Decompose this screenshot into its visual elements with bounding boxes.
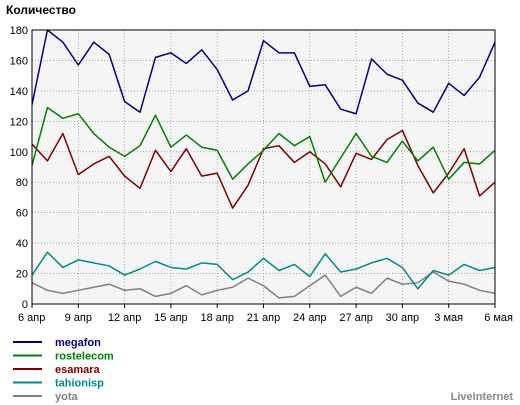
x-tick-label: 21 апр: [247, 312, 280, 324]
legend-label-esamara: esamara: [55, 364, 101, 376]
y-tick-label: 100: [10, 147, 28, 159]
series-group: [31, 29, 496, 299]
y-tick-label: 0: [22, 299, 28, 311]
x-tick-label: 30 апр: [386, 312, 419, 324]
y-tick-label: 40: [16, 238, 28, 250]
x-axis: 6 апр 9 апр 12 апр 15 апр 18 апр 21 апр 24 апр…: [18, 304, 513, 324]
plot-area: [32, 30, 495, 304]
chart-title: Количество: [6, 3, 76, 17]
x-tick-label: 24 апр: [293, 312, 326, 324]
plot-border: [31, 29, 496, 305]
legend-label-rostelecom: rostelecom: [55, 351, 114, 363]
y-tick-label: 160: [10, 55, 28, 67]
x-tick-label: 6 апр: [18, 312, 45, 324]
x-tick-label: 15 апр: [154, 312, 187, 324]
y-tick-label: 120: [10, 116, 28, 128]
y-tick-label: 180: [10, 25, 28, 37]
y-tick-label: 140: [10, 86, 28, 98]
series-line-esamara: [31, 129, 496, 209]
series-line-yota: [31, 271, 496, 299]
legend-label-megafon: megafon: [55, 337, 101, 349]
y-tick-label: 20: [16, 269, 28, 281]
x-tick-label: 6 мая: [484, 312, 513, 324]
series-line-tahionisp: [31, 251, 496, 290]
x-tick-label: 12 апр: [108, 312, 141, 324]
y-tick-label: 80: [16, 177, 28, 189]
legend-label-yota: yota: [55, 391, 79, 403]
series-line-rostelecom: [31, 106, 496, 183]
grid-lines: [32, 30, 495, 304]
x-tick-label: 3 мая: [434, 312, 463, 324]
brand-label: LiveInternet: [451, 391, 514, 403]
series-line-megafon: [31, 29, 496, 115]
x-tick-label: 27 апр: [339, 312, 372, 324]
x-tick-label: 18 апр: [200, 312, 233, 324]
y-axis: 0 20 40 60 80 100 120 140 160 180: [10, 25, 28, 311]
y-tick-label: 60: [16, 208, 28, 220]
legend-label-tahionisp: tahionisp: [55, 378, 104, 390]
x-tick-label: 9 апр: [65, 312, 92, 324]
